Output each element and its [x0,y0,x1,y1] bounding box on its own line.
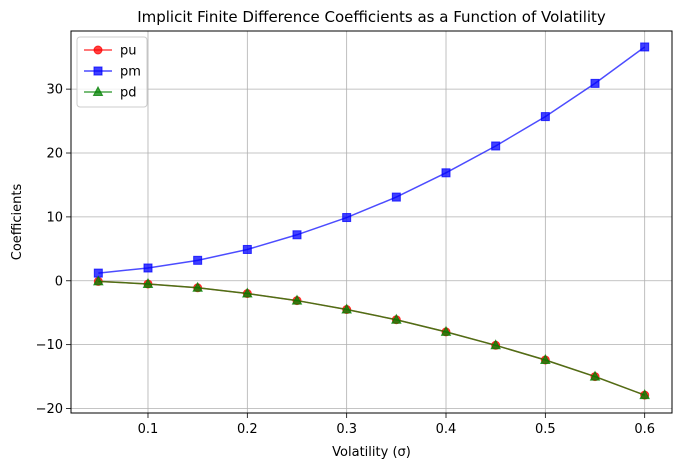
legend-item-pu: pu [84,44,137,59]
data-point-pm [342,213,352,223]
legend-marker-pu [93,45,103,55]
legend-item-pm: pm [84,65,141,80]
series-layer [92,42,651,400]
y-tick-label: −20 [36,402,63,417]
data-point-pm [143,263,153,273]
legend-marker-pd [92,85,104,96]
x-tick-label: 0.3 [336,422,357,437]
x-tick-label: 0.2 [237,422,258,437]
data-point-pd [639,389,651,400]
axis-ticks: 0.1 0.2 0.3 0.4 0.5 0.6 −20 −10 0 10 20 30 [36,83,655,437]
legend-label-pu: pu [120,44,137,59]
data-point-pm [590,78,600,88]
data-point-pm [292,230,302,240]
y-axis-label: Coefficients [10,184,25,261]
x-tick-label: 0.5 [535,422,556,437]
data-point-pm [640,42,650,52]
data-point-pd [192,281,203,292]
data-point-pd [540,353,551,364]
legend-label-pd: pd [120,86,137,101]
data-point-pd [391,313,402,324]
data-point-pd [291,294,303,305]
legend-label-pm: pm [120,65,141,80]
x-tick-label: 0.1 [138,422,159,437]
plot-area-frame [70,30,673,414]
data-point-pm [540,112,550,122]
data-point-pd [589,370,601,381]
y-tick-label: −10 [36,338,63,353]
y-tick-label: 20 [46,147,63,162]
data-point-pm [441,168,451,178]
chart-title: Implicit Finite Difference Coefficients … [137,8,606,26]
legend-item-pd: pd [84,86,137,101]
x-tick-label: 0.4 [436,422,457,437]
legend-marker-pm [93,66,103,76]
series-line-pm [98,46,646,274]
data-point-pd [92,275,104,286]
data-point-pm [242,244,252,254]
data-point-pd [341,303,352,314]
y-tick-label: 30 [46,83,63,98]
x-axis-label: Volatility (σ) [332,445,411,460]
data-point-pd [490,339,502,350]
data-point-pm [391,192,401,202]
data-point-pd [142,277,154,288]
y-tick-label: 10 [46,210,63,225]
series-pm [93,42,650,278]
y-tick-label: 0 [55,274,63,289]
series-pd [92,275,651,400]
data-point-pd [440,325,452,336]
series-line-pd [98,280,645,396]
x-tick-label: 0.6 [634,422,655,437]
data-point-pm [193,255,203,265]
legend-box [76,36,148,108]
data-point-pd [241,287,253,298]
legend: pu pm pd [76,36,148,108]
data-point-pm [491,141,501,151]
